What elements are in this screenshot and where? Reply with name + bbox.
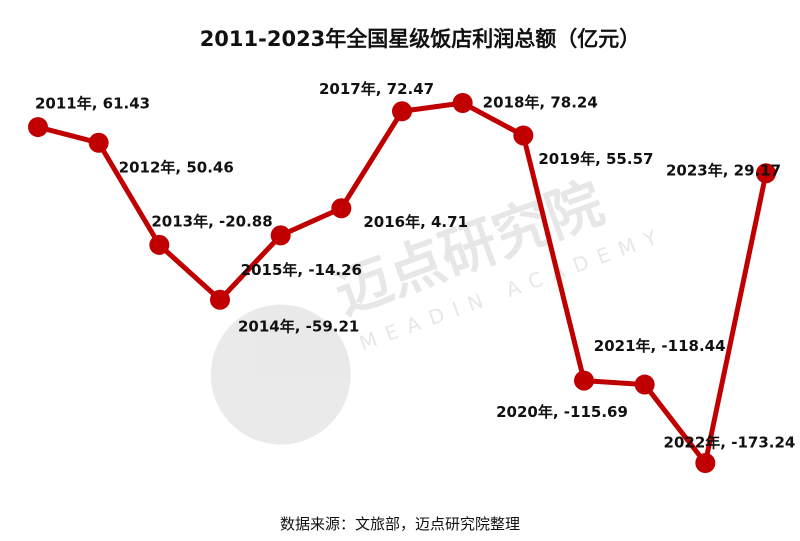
data-label: 2011年, 61.43 bbox=[35, 95, 150, 113]
point bbox=[695, 453, 716, 473]
point bbox=[452, 93, 473, 113]
data-label: 2020年, -115.69 bbox=[496, 403, 628, 421]
point bbox=[210, 289, 230, 310]
data-label: 2017年, 72.47 bbox=[319, 80, 434, 98]
data-label: 2023年, 29.17 bbox=[666, 162, 781, 180]
source-note: 数据来源：文旅部，迈点研究院整理 bbox=[280, 515, 520, 533]
point bbox=[392, 101, 412, 122]
point bbox=[331, 198, 352, 219]
point bbox=[28, 117, 48, 138]
data-label: 2018年, 78.24 bbox=[483, 94, 598, 112]
point bbox=[149, 234, 170, 255]
point bbox=[88, 132, 109, 153]
data-label: 2019年, 55.57 bbox=[538, 150, 653, 168]
data-label: 2012年, 50.46 bbox=[119, 158, 234, 176]
data-label: 2021年, -118.44 bbox=[594, 337, 726, 355]
point bbox=[756, 163, 776, 184]
point bbox=[574, 370, 594, 391]
point bbox=[634, 374, 655, 395]
data-label: 2015年, -14.26 bbox=[241, 261, 362, 279]
chart-title: 2011-2023年全国星级饭店利润总额（亿元） bbox=[200, 27, 641, 51]
point bbox=[270, 225, 291, 246]
data-label: 2016年, 4.71 bbox=[363, 213, 468, 231]
data-label: 2013年, -20.88 bbox=[151, 212, 272, 230]
data-label: 2022年, -173.24 bbox=[664, 434, 796, 452]
point bbox=[513, 125, 534, 146]
watermark-logo bbox=[210, 304, 351, 445]
data-label: 2014年, -59.21 bbox=[238, 317, 359, 335]
